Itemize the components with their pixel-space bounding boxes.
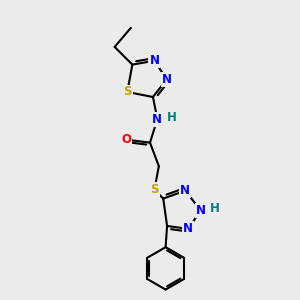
Text: S: S	[123, 85, 132, 98]
Text: O: O	[122, 133, 131, 146]
Text: H: H	[167, 111, 177, 124]
Text: N: N	[180, 184, 190, 197]
Text: N: N	[162, 73, 172, 86]
Text: H: H	[210, 202, 220, 215]
Text: S: S	[150, 183, 159, 196]
Text: N: N	[152, 112, 162, 126]
Text: N: N	[183, 222, 193, 236]
Text: N: N	[196, 204, 206, 217]
Text: N: N	[149, 54, 159, 67]
